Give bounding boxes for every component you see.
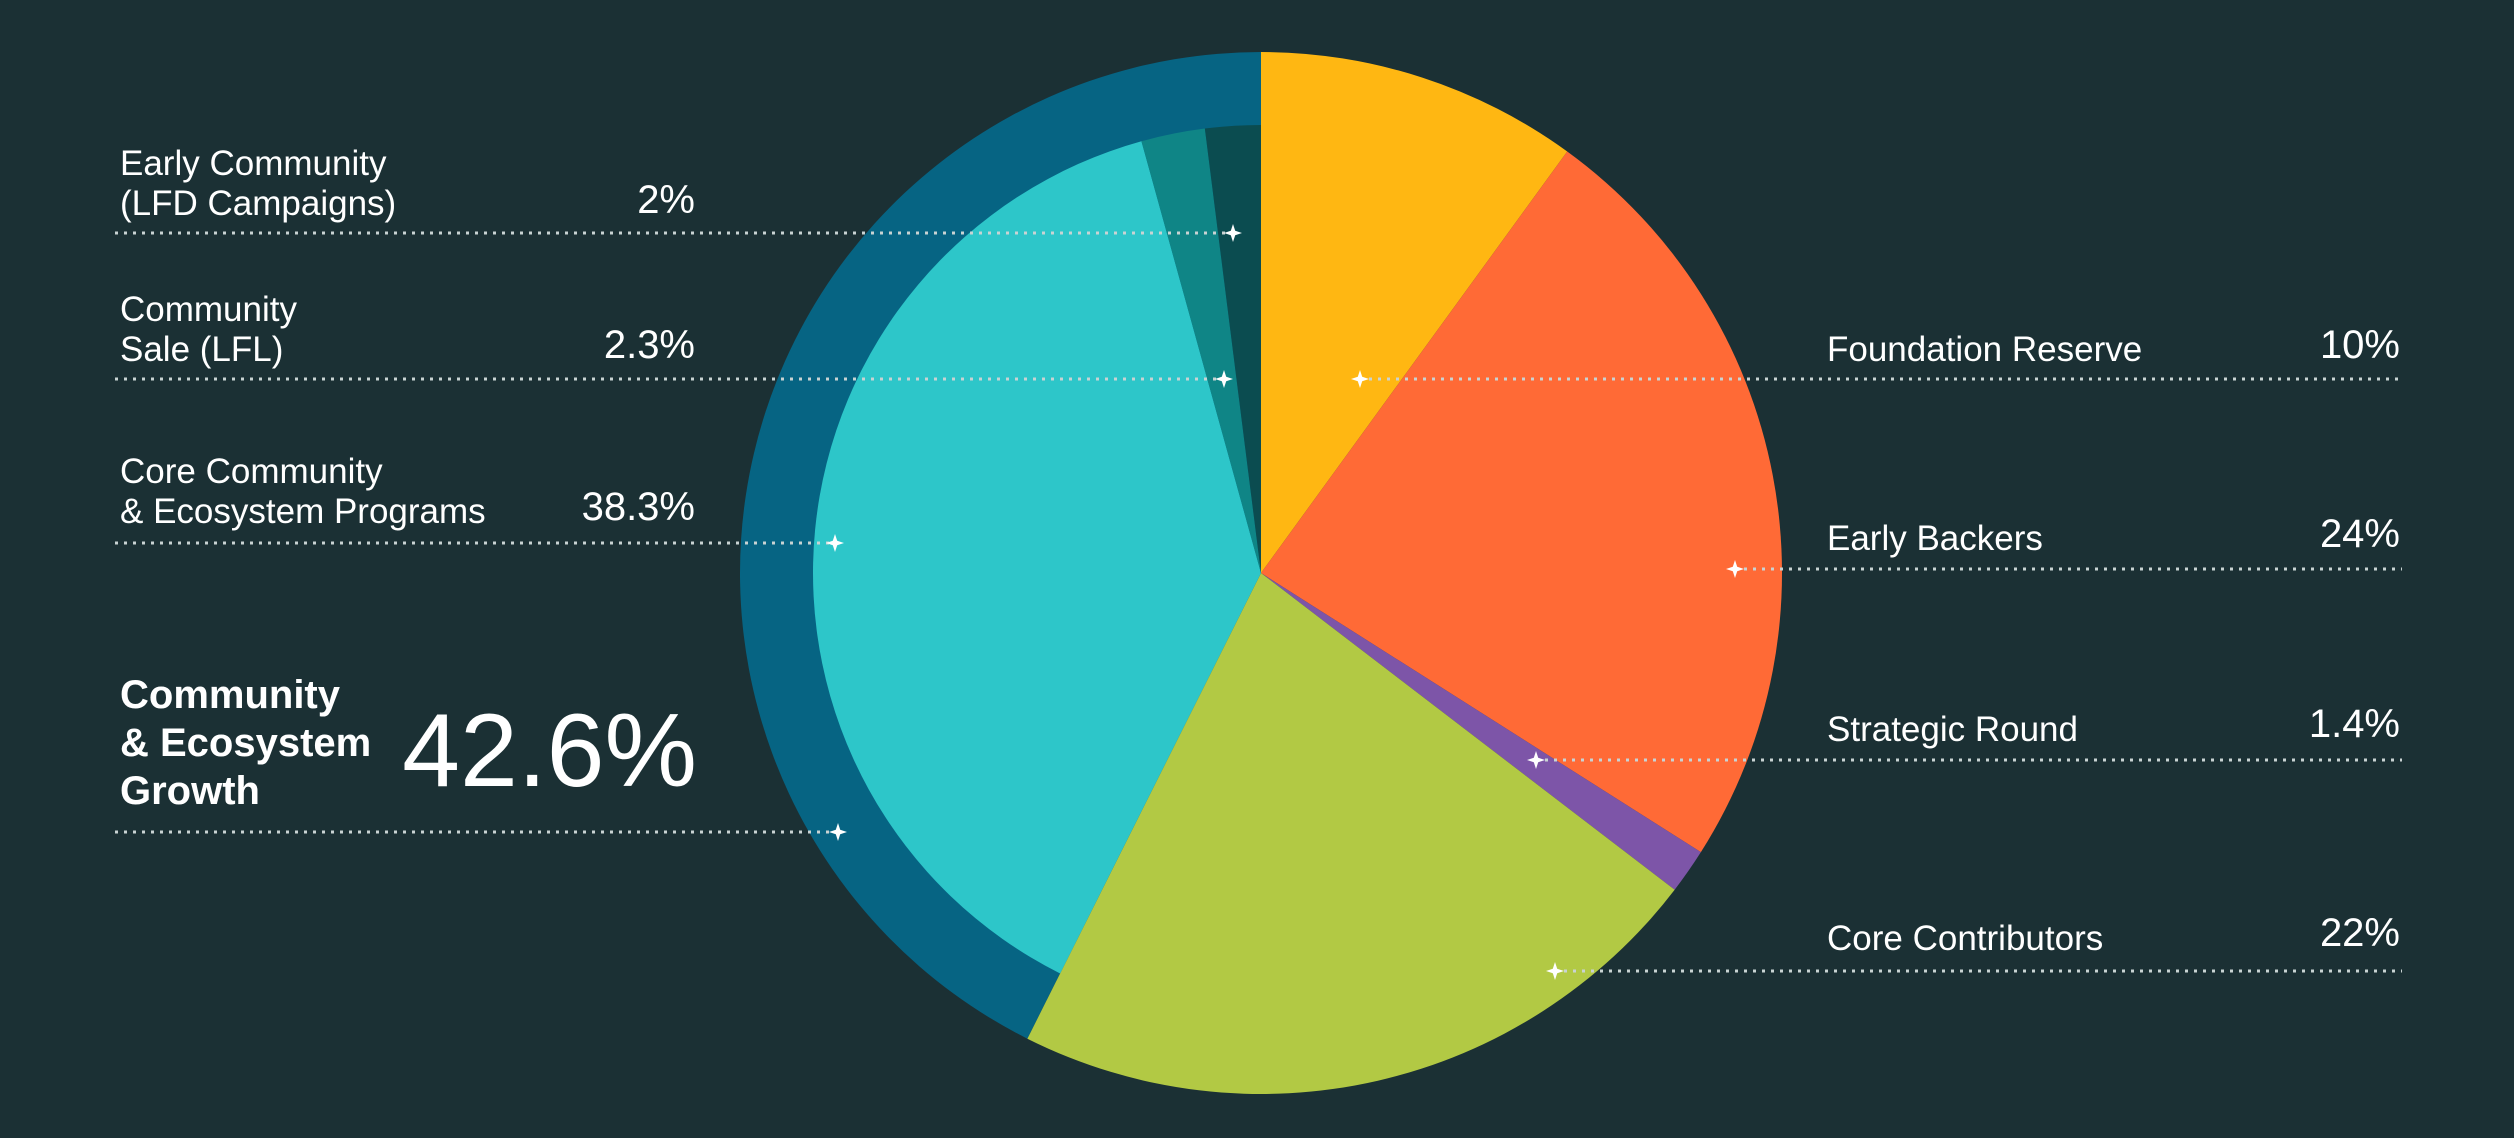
label-early-backers: Early Backers [1827, 519, 2043, 558]
sparkle-marker-icon [1351, 370, 1369, 388]
label-group-line3: Growth [120, 769, 260, 813]
pie-slice-core-community-ecosystem-programs [812, 141, 1261, 974]
pct-strategic-round: 1.4% [2309, 702, 2400, 746]
label-community-sale-line1: Community [120, 290, 297, 329]
pct-core-community: 38.3% [582, 485, 695, 529]
pie-slices [812, 52, 1783, 1094]
sparkle-marker-icon [1546, 962, 1564, 980]
label-community-sale-line2: Sale (LFL) [120, 330, 283, 369]
pie-slice-core-contributors [1027, 573, 1675, 1094]
sparkle-marker-icon [829, 823, 847, 841]
pie-slice-early-community-lfd-campaigns [1204, 125, 1261, 573]
pie-slice-community-sale-lfl [1141, 128, 1261, 573]
label-group-line2: & Ecosystem [120, 721, 371, 765]
label-core-contributors: Core Contributors [1827, 919, 2103, 958]
pie-slice-early-backers [1261, 151, 1783, 853]
label-group-line1: Community [120, 673, 341, 717]
sparkle-marker-icon [1215, 370, 1233, 388]
label-early-community-line1: Early Community [120, 144, 387, 183]
label-core-community-line1: Core Community [120, 452, 383, 491]
sparkle-marker-icon [1726, 560, 1744, 578]
sparkle-marker-icon [1527, 751, 1545, 769]
sparkle-marker-icon [826, 534, 844, 552]
pie-slice-strategic-round [1261, 573, 1701, 890]
label-strategic-round: Strategic Round [1827, 710, 2078, 749]
label-foundation-reserve: Foundation Reserve [1827, 330, 2142, 369]
label-early-community-line2: (LFD Campaigns) [120, 184, 396, 223]
pct-foundation-reserve: 10% [2320, 323, 2400, 367]
left-labels: Early Community (LFD Campaigns) 2% Commu… [120, 144, 697, 813]
slice-markers [826, 224, 1744, 980]
right-labels: Foundation Reserve 10% Early Backers 24%… [1827, 323, 2400, 958]
pct-community-sale: 2.3% [604, 323, 695, 367]
sparkle-marker-icon [1224, 224, 1242, 242]
pct-group: 42.6% [402, 693, 697, 809]
pct-early-backers: 24% [2320, 512, 2400, 556]
pct-early-community: 2% [637, 178, 695, 222]
leader-lines [115, 231, 2402, 973]
pct-core-contributors: 22% [2320, 911, 2400, 955]
label-core-community-line2: & Ecosystem Programs [120, 492, 486, 531]
pie-slice-foundation-reserve [1261, 52, 1568, 573]
